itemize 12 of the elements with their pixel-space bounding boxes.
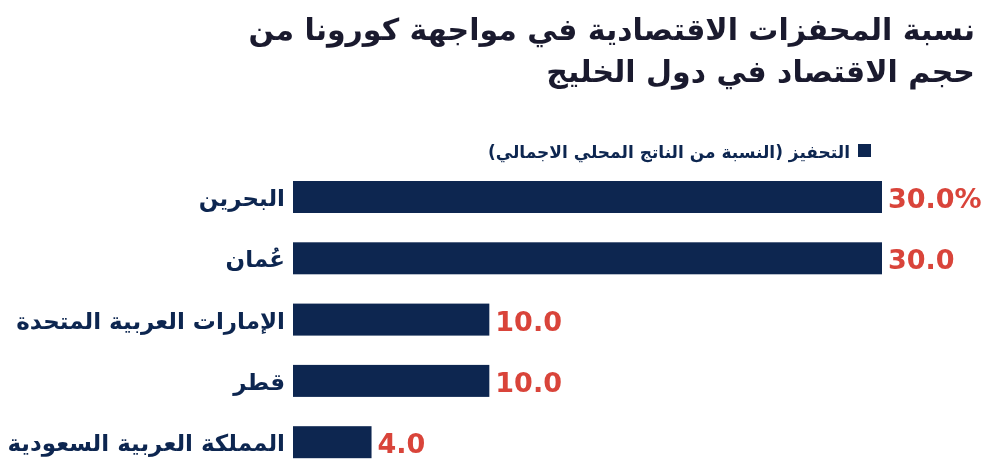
data-label: 4.0 xyxy=(377,428,426,460)
category: الإمارات العربية المتحدة xyxy=(16,307,285,334)
legend: التحفيز (النسبة من الناتج المحلي الاجمالي) xyxy=(487,142,871,162)
category: قطر xyxy=(233,368,285,395)
data-label: 30.0% xyxy=(888,183,982,214)
data-label: 10.0 xyxy=(495,366,562,398)
category: البحرين xyxy=(198,185,285,211)
data-label: 30.0 xyxy=(888,244,955,276)
title: نسبة المحفزات الاقتصادية في مواجهة كورونا من حجم الاقتصاد في دول الخليج xyxy=(248,12,975,89)
category: عُمان xyxy=(225,246,285,273)
data-label: 10.0 xyxy=(495,305,562,337)
category: المملكة العربية السعودية xyxy=(7,430,285,457)
